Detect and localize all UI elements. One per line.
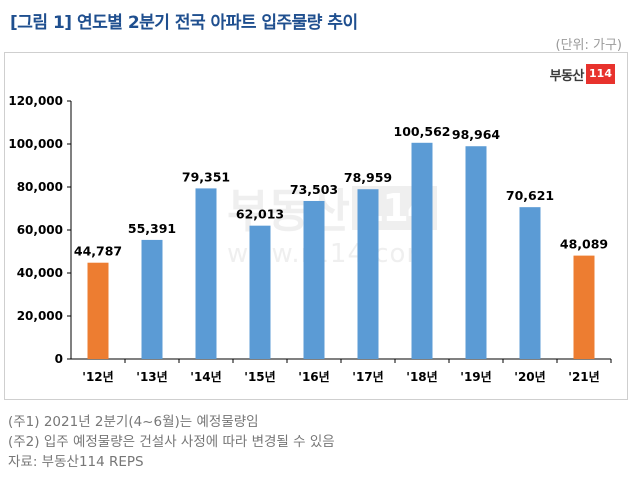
bar-value-label: 78,959 bbox=[344, 170, 392, 185]
brand-text: 부동산 bbox=[549, 68, 585, 84]
bar bbox=[141, 239, 163, 359]
brand-logo: 부동산 114 bbox=[550, 63, 615, 85]
brand-number: 114 bbox=[586, 64, 615, 84]
bar bbox=[573, 255, 595, 359]
bar bbox=[357, 189, 379, 359]
x-tick-label: '14년 bbox=[190, 370, 221, 384]
x-tick-label: '21년 bbox=[568, 370, 599, 384]
bar bbox=[519, 207, 541, 359]
footnote-2: (주2) 입주 예정물량은 건설사 사정에 따라 변경될 수 있음 bbox=[8, 434, 335, 450]
y-tick-label: 20,000 bbox=[17, 309, 63, 323]
bar-value-label: 62,013 bbox=[236, 207, 284, 222]
bar-value-label: 73,503 bbox=[290, 182, 338, 197]
y-tick-label: 100,000 bbox=[8, 137, 63, 151]
bar bbox=[195, 188, 217, 359]
chart-title: [그림 1] 연도별 2분기 전국 아파트 입주물량 추이 bbox=[10, 13, 358, 33]
bar bbox=[87, 262, 109, 359]
bar bbox=[465, 146, 487, 359]
footnotes: (주1) 2021년 2분기(4~6월)는 예정물량임 (주2) 입주 예정물량… bbox=[8, 412, 335, 472]
x-tick-label: '17년 bbox=[352, 370, 383, 384]
y-tick-label: 60,000 bbox=[17, 223, 63, 237]
y-tick-label: 80,000 bbox=[17, 180, 63, 194]
x-tick-label: '20년 bbox=[514, 370, 545, 384]
x-tick-label: '15년 bbox=[244, 370, 275, 384]
bar-value-label: 100,562 bbox=[394, 124, 451, 139]
x-tick-label: '13년 bbox=[136, 370, 167, 384]
bar-value-label: 48,089 bbox=[560, 237, 608, 252]
unit-label: (단위: 가구) bbox=[555, 38, 623, 53]
bar bbox=[411, 142, 433, 359]
bar-value-label: 98,964 bbox=[452, 127, 501, 142]
bar-value-label: 70,621 bbox=[506, 188, 554, 203]
bar bbox=[249, 225, 271, 359]
x-tick-label: '18년 bbox=[406, 370, 437, 384]
bar-value-label: 44,787 bbox=[74, 244, 122, 259]
y-tick-label: 40,000 bbox=[17, 266, 63, 280]
bar-value-label: 79,351 bbox=[182, 169, 230, 184]
source-note: 자료: 부동산114 REPS bbox=[8, 454, 144, 470]
y-tick-label: 120,000 bbox=[8, 94, 63, 108]
x-tick-label: '16년 bbox=[298, 370, 329, 384]
bar-value-label: 55,391 bbox=[128, 221, 176, 236]
bar bbox=[303, 200, 325, 359]
y-tick-label: 0 bbox=[55, 352, 63, 366]
footnote-1: (주1) 2021년 2분기(4~6월)는 예정물량임 bbox=[8, 414, 259, 430]
x-tick-label: '12년 bbox=[82, 370, 113, 384]
bar-chart: 0 20,000 40,000 60,000 80,000 100,000 120,000 4… bbox=[8, 94, 612, 384]
chart-area: 부동산 114 www.r114.com 부동산 114 0 20,000 40,0… bbox=[4, 52, 628, 400]
x-tick-label: '19년 bbox=[460, 370, 491, 384]
